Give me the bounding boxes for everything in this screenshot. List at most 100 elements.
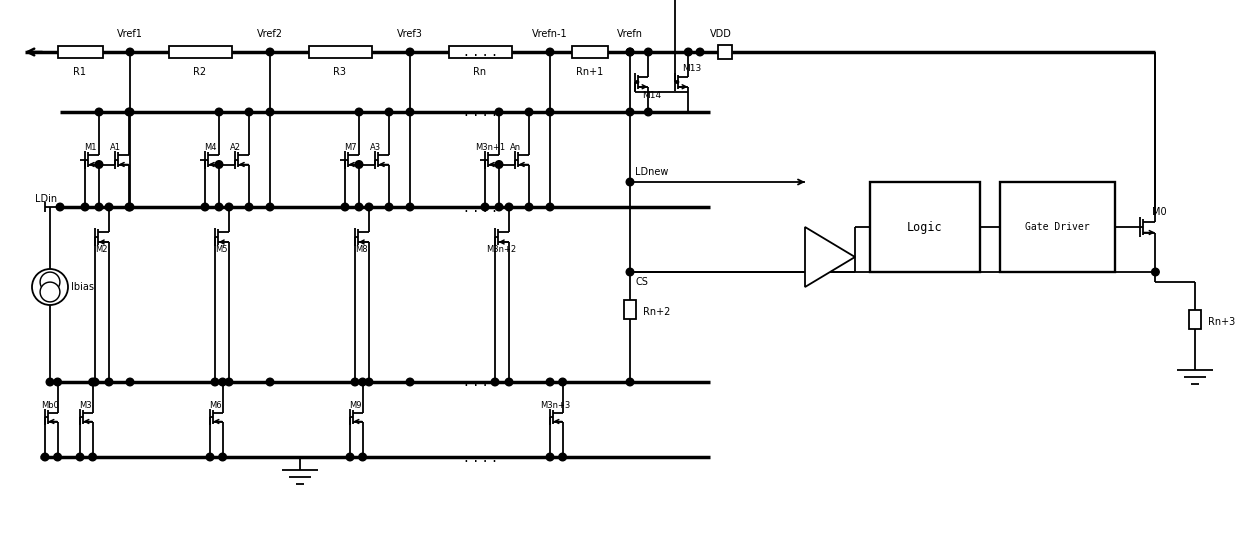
Text: M8: M8 (355, 245, 367, 254)
Text: LDin: LDin (35, 194, 57, 204)
Text: Logic: Logic (908, 220, 942, 233)
Circle shape (40, 282, 60, 302)
Circle shape (125, 108, 133, 116)
Circle shape (53, 378, 62, 386)
Polygon shape (805, 227, 856, 287)
Circle shape (351, 378, 358, 386)
Circle shape (226, 203, 233, 211)
Bar (572, 46, 608, 57)
Circle shape (358, 453, 366, 461)
Circle shape (56, 203, 63, 211)
Bar (57, 46, 103, 57)
Circle shape (626, 48, 634, 56)
Text: M2: M2 (94, 245, 107, 254)
Text: . . . .: . . . . (464, 199, 496, 215)
Text: M0: M0 (1152, 206, 1167, 216)
Text: M3n+1: M3n+1 (475, 142, 505, 152)
Text: Rn+2: Rn+2 (644, 307, 671, 317)
Circle shape (40, 272, 60, 292)
Text: A2: A2 (229, 142, 241, 152)
Circle shape (267, 203, 274, 211)
Text: Rn: Rn (474, 67, 486, 77)
Text: Mb0: Mb0 (41, 401, 60, 410)
Circle shape (676, 81, 678, 83)
Circle shape (89, 453, 97, 461)
Text: M3n+3: M3n+3 (541, 401, 570, 410)
Circle shape (201, 203, 208, 211)
Circle shape (246, 108, 253, 116)
Text: Rn+1: Rn+1 (577, 67, 604, 77)
Circle shape (626, 48, 634, 56)
Text: M5: M5 (215, 245, 227, 254)
Circle shape (366, 378, 373, 386)
Text: M1: M1 (84, 142, 97, 152)
Circle shape (95, 203, 103, 211)
Circle shape (636, 81, 639, 83)
Circle shape (355, 203, 363, 211)
Text: . . . .: . . . . (464, 104, 496, 119)
Text: R3: R3 (334, 67, 346, 77)
Circle shape (495, 203, 502, 211)
Circle shape (626, 108, 634, 116)
Text: An: An (510, 142, 521, 152)
Circle shape (216, 161, 223, 168)
Bar (624, 300, 636, 319)
Text: Rn+3: Rn+3 (1208, 317, 1235, 327)
Text: LDnew: LDnew (635, 167, 668, 177)
Bar (309, 46, 372, 57)
Circle shape (76, 453, 84, 461)
Circle shape (546, 378, 554, 386)
Circle shape (105, 203, 113, 211)
Text: M3n+2: M3n+2 (486, 245, 516, 254)
Circle shape (481, 203, 489, 211)
Bar (1189, 310, 1202, 329)
Circle shape (226, 378, 233, 386)
Text: M9: M9 (350, 401, 362, 410)
Circle shape (491, 378, 498, 386)
Text: VDD: VDD (711, 29, 732, 39)
Circle shape (546, 48, 554, 56)
Text: M14: M14 (642, 91, 661, 100)
Circle shape (92, 378, 99, 386)
Circle shape (495, 161, 502, 168)
Circle shape (53, 453, 62, 461)
Circle shape (341, 203, 348, 211)
Circle shape (41, 453, 48, 461)
Circle shape (366, 203, 373, 211)
Circle shape (46, 378, 53, 386)
Text: . . . .: . . . . (464, 45, 496, 60)
Circle shape (355, 161, 363, 168)
Text: . . . .: . . . . (464, 374, 496, 390)
Circle shape (346, 453, 353, 461)
Circle shape (407, 203, 414, 211)
Circle shape (267, 378, 274, 386)
Circle shape (626, 178, 634, 186)
Circle shape (89, 378, 97, 386)
Circle shape (505, 378, 513, 386)
Circle shape (559, 378, 567, 386)
Circle shape (407, 378, 414, 386)
Text: Ibias: Ibias (71, 282, 94, 292)
Text: . . . .: . . . . (464, 449, 496, 464)
Bar (999, 182, 1115, 272)
Circle shape (126, 378, 134, 386)
Text: CS: CS (635, 277, 647, 287)
Text: A3: A3 (370, 142, 381, 152)
Text: Vref3: Vref3 (397, 29, 423, 39)
Circle shape (246, 203, 253, 211)
Text: Vref2: Vref2 (257, 29, 283, 39)
Circle shape (645, 48, 652, 56)
Circle shape (626, 268, 634, 276)
Circle shape (386, 108, 393, 116)
Circle shape (211, 378, 218, 386)
Circle shape (355, 108, 363, 116)
Circle shape (267, 108, 274, 116)
Circle shape (218, 453, 227, 461)
Circle shape (126, 108, 134, 116)
Text: M6: M6 (210, 401, 222, 410)
Circle shape (206, 453, 213, 461)
Text: Vref1: Vref1 (117, 29, 143, 39)
Text: R2: R2 (193, 67, 207, 77)
Circle shape (684, 48, 692, 56)
Circle shape (505, 203, 513, 211)
